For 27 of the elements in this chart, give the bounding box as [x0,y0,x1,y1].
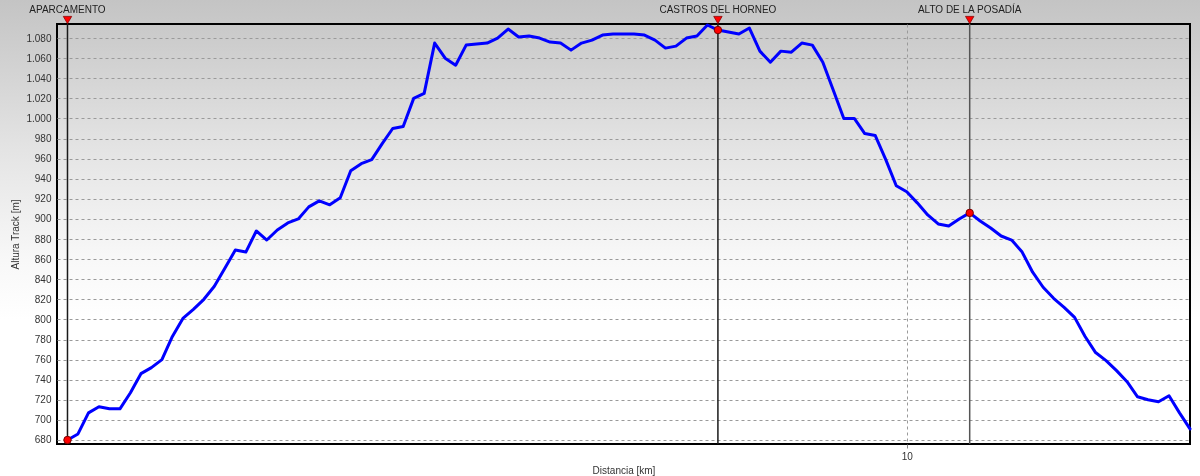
y-tick-label: 900 [34,213,52,225]
y-tick-label: 760 [34,354,52,366]
y-tick-label: 1.060 [26,52,52,64]
y-tick-label: 740 [34,374,52,386]
y-tick-label: 820 [34,293,52,305]
y-tick-label: 700 [34,414,52,426]
y-axis-title: Altura Track [m] [10,199,22,270]
x-tick-label: APARCAMENTO [29,4,106,15]
y-tick-label: 980 [34,133,52,145]
y-tick-label: 680 [34,434,52,446]
x-axis-title: Distancia [km] [592,464,656,476]
y-tick-label: 800 [34,313,52,325]
x-tick-label: CASTROS DEL HORNEO [659,4,777,15]
y-tick-label: 1.080 [26,32,52,44]
y-tick-label: 1.020 [26,92,52,104]
y-tick-label: 840 [34,273,52,285]
y-tick-label: 920 [34,193,52,205]
y-tick-label: 1.000 [26,112,52,124]
y-tick-label: 1.040 [26,72,52,84]
y-tick-label: 960 [34,153,52,165]
y-tick-label: 860 [34,253,52,265]
y-tick-label: 940 [34,173,52,185]
y-tick-label: 720 [34,394,52,406]
y-tick-label: 780 [34,334,52,345]
x-tick-label: ALTO DE LA POSADÍA [917,3,1022,15]
x-tick-label: 10 [901,450,914,462]
y-tick-label: 880 [34,233,52,245]
